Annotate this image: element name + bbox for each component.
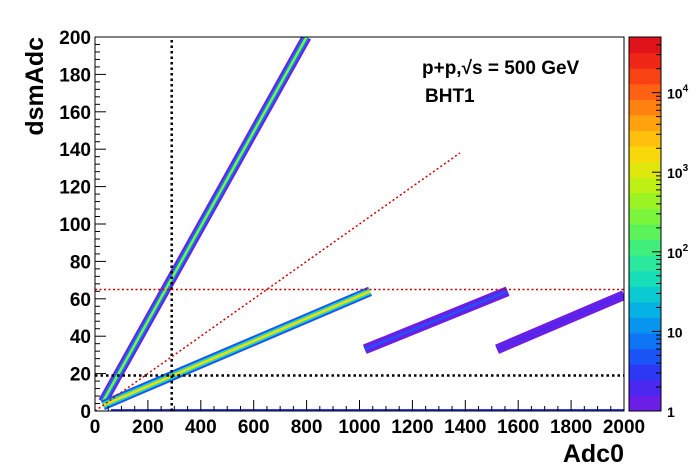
colorbar-swatch-16 bbox=[629, 146, 661, 163]
colorbar-swatch-8 bbox=[629, 270, 661, 287]
colorbar-label-exponent: 2 bbox=[683, 243, 689, 254]
x-tick-label-8: 1600 bbox=[497, 417, 539, 438]
y-axis-title: dsmAdc bbox=[21, 37, 49, 136]
colorbar-swatch-6 bbox=[629, 301, 661, 318]
x-tick-label-3: 600 bbox=[238, 417, 270, 438]
colorbar-swatch-12 bbox=[629, 208, 661, 225]
y-tick-label-0: 0 bbox=[80, 402, 91, 423]
y-tick-label-4: 80 bbox=[70, 252, 91, 273]
y-tick-label-9: 180 bbox=[59, 65, 91, 86]
colorbar-label-exponent: 3 bbox=[683, 163, 689, 174]
colorbar-swatch-7 bbox=[629, 286, 661, 303]
colorbar-swatch-23 bbox=[629, 37, 661, 54]
x-tick-label-10: 2000 bbox=[603, 417, 645, 438]
colorbar-swatch-0 bbox=[629, 395, 661, 412]
colorbar-swatch-11 bbox=[629, 224, 661, 241]
colorbar-swatch-17 bbox=[629, 130, 661, 147]
colorbar-label-0: 1 bbox=[667, 404, 675, 420]
colorbar-swatch-3 bbox=[629, 348, 661, 365]
colorbar-swatch-14 bbox=[629, 177, 661, 194]
y-tick-label-7: 140 bbox=[59, 140, 91, 161]
colorbar-swatch-21 bbox=[629, 68, 661, 85]
colorbar-swatch-10 bbox=[629, 239, 661, 256]
x-tick-label-7: 1400 bbox=[444, 417, 486, 438]
x-axis-title: Adc0 bbox=[563, 440, 624, 468]
colorbar-label-1: 10 bbox=[667, 324, 683, 340]
band-0-core bbox=[101, 37, 308, 403]
colorbar-swatch-22 bbox=[629, 52, 661, 69]
y-tick-label-1: 20 bbox=[70, 365, 91, 386]
colorbar-swatch-20 bbox=[629, 83, 661, 100]
colorbar-swatch-19 bbox=[629, 99, 661, 116]
x-tick-label-9: 1800 bbox=[550, 417, 592, 438]
y-tick-label-8: 160 bbox=[59, 103, 91, 124]
y-tick-label-6: 120 bbox=[59, 178, 91, 199]
y-tick-label-5: 100 bbox=[59, 215, 91, 236]
x-axis: 0 200 400 600 800 1000 1200 1400 1600 1800 2000 bbox=[90, 400, 645, 438]
y-axis: 0 20 40 60 80 100 120 140 160 180 200 bbox=[59, 28, 106, 423]
reference-lines bbox=[95, 37, 624, 411]
x-tick-label-5: 1000 bbox=[338, 417, 380, 438]
x-tick-label-1: 200 bbox=[132, 417, 164, 438]
colorbar-label-exponent: 4 bbox=[683, 84, 689, 95]
y-tick-label-2: 40 bbox=[70, 327, 91, 348]
colorbar-swatch-18 bbox=[629, 114, 661, 131]
annotation-energy: p+p,√s = 500 GeV bbox=[422, 58, 580, 79]
band-3 bbox=[495, 290, 624, 354]
band-1 bbox=[100, 286, 373, 410]
band-2-core bbox=[364, 290, 509, 351]
colorbar-swatch-2 bbox=[629, 364, 661, 381]
x-tick-label-0: 0 bbox=[90, 417, 101, 438]
band-1-core bbox=[102, 290, 371, 407]
y-tick-label-10: 200 bbox=[59, 28, 91, 49]
colorbar-frame bbox=[628, 36, 662, 412]
heatmap-bands bbox=[98, 37, 624, 411]
colorbar-swatch-9 bbox=[629, 255, 661, 272]
band-2 bbox=[362, 286, 510, 354]
annotation-trigger: BHT1 bbox=[425, 86, 475, 107]
x-tick-label-4: 800 bbox=[291, 417, 323, 438]
x-tick-label-6: 1200 bbox=[391, 417, 433, 438]
colorbar-swatch-5 bbox=[629, 317, 661, 334]
colorbar-swatch-13 bbox=[629, 192, 661, 209]
band-3-core bbox=[496, 293, 624, 351]
band-0 bbox=[98, 37, 311, 405]
x-tick-label-2: 400 bbox=[185, 417, 217, 438]
colorbar-swatch-4 bbox=[629, 333, 661, 350]
y-tick-label-3: 60 bbox=[70, 290, 91, 311]
colorbar-swatch-15 bbox=[629, 161, 661, 178]
colorbar-swatch-1 bbox=[629, 379, 661, 396]
